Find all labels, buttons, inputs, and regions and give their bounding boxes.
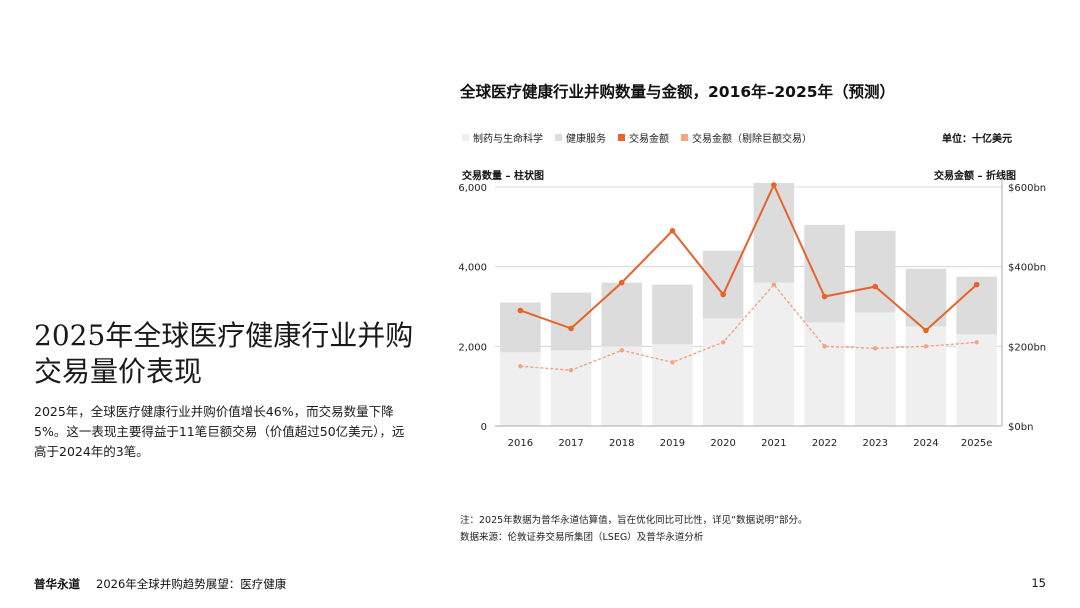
bar-services (804, 224, 845, 323)
bar-services (753, 183, 795, 283)
unit-label: 单位：十亿美元 (942, 134, 1012, 145)
legend-label-value: 交易金额 (629, 134, 669, 145)
point-value (720, 291, 726, 298)
legend-label-services: 健康服务 (566, 134, 606, 145)
x-tick-label: 2021 (761, 438, 786, 449)
legend-swatch-pharma (462, 134, 469, 141)
left-axis-title: 交易数量 – 柱状图 (462, 171, 544, 182)
legend-swatch-value-excl (681, 134, 688, 141)
bar-pharma (500, 352, 541, 426)
bar-pharma (956, 334, 997, 426)
line-value (520, 182, 978, 332)
bar-services (550, 292, 592, 351)
x-tick-label: 2020 (710, 438, 735, 449)
summary-text: 2025年，全球医疗健康行业并购价值增长46%，而交易数量下降5%。这一表现主要… (34, 404, 405, 459)
x-tick-label: 2019 (660, 438, 685, 449)
legend-item-pharma: 制药与生命科学 (462, 130, 543, 145)
right-tick-label: $0bn (1008, 422, 1033, 433)
point-value-excl (720, 340, 726, 345)
legend-label-pharma: 制药与生命科学 (473, 134, 543, 145)
chart-plot: 0 2,000 4,000 6,000 $0bn $200bn $400bn $600bn 20… (458, 177, 1046, 449)
bar-services (601, 282, 643, 347)
left-tick-label: 4,000 (458, 263, 487, 274)
left-tick-label: 2,000 (458, 342, 487, 353)
legend-swatch-services (555, 134, 562, 141)
bar-pharma (702, 318, 744, 426)
x-tick-label: 2016 (508, 438, 533, 449)
point-value-excl (568, 368, 574, 373)
bar-pharma (753, 282, 795, 426)
left-tick-label: 6,000 (458, 183, 487, 194)
right-axis-title: 交易金额 – 折线图 (934, 171, 1016, 182)
legend-item-value-excl: 交易金额（剔除巨额交易） (681, 130, 812, 145)
chart-source: 数据来源：伦敦证券交易所集团（LSEG）及普华永道分析 (460, 532, 704, 543)
chart-legend: 制药与生命科学 健康服务 交易金额 交易金额（剔除巨额交易） (462, 130, 812, 145)
point-value (821, 293, 828, 300)
legend-label-value-excl: 交易金额（剔除巨额交易） (692, 134, 812, 145)
point-value-excl (771, 282, 777, 287)
bar-pharma (854, 312, 896, 426)
point-value-excl (670, 360, 675, 365)
footer-brand: 普华永道 (34, 577, 80, 591)
x-tick-label: 2022 (812, 438, 837, 449)
point-value-excl (923, 344, 929, 349)
page-heading: 2025年全球医疗健康行业并购交易量价表现 (34, 319, 414, 388)
chart-note: 注：2025年数据为普华永道估算值，旨在优化同比可比性，详见“数据说明”部分。 (460, 515, 808, 526)
x-tick-label: 2024 (913, 438, 938, 449)
bar-services (702, 250, 744, 319)
point-value-excl (518, 364, 523, 369)
right-tick-label: $400bn (1008, 263, 1046, 274)
bar-pharma (601, 346, 643, 426)
point-value (973, 281, 980, 288)
right-tick-label: $600bn (1008, 183, 1046, 194)
legend-item-value: 交易金额 (618, 130, 669, 145)
bar-services (854, 230, 896, 313)
left-tick-label: 0 (481, 422, 487, 433)
point-value (568, 325, 574, 332)
x-tick-label: 2017 (558, 438, 583, 449)
point-value (872, 283, 879, 290)
point-value-excl (873, 346, 878, 351)
bar-pharma (804, 322, 845, 426)
point-value (923, 327, 929, 334)
point-value-excl (974, 340, 979, 345)
bar-services (905, 268, 947, 327)
x-tick-label: 2018 (609, 438, 634, 449)
line-value-excl (520, 283, 977, 371)
legend-swatch-value (618, 134, 625, 141)
x-tick-label: 2023 (863, 438, 888, 449)
point-value (669, 228, 676, 234)
bar-services (652, 284, 693, 345)
x-tick-label: 2025e (961, 438, 993, 449)
legend-item-services: 健康服务 (555, 130, 606, 145)
footer-publication: 2026年全球并购趋势展望：医疗健康 (96, 577, 287, 591)
page-number: 15 (1031, 576, 1046, 590)
chart-title: 全球医疗健康行业并购数量与金额，2016年–2025年（预测） (460, 83, 896, 101)
point-value-excl (822, 344, 827, 349)
point-value-excl (619, 348, 624, 353)
point-value (771, 182, 777, 188)
bar-pharma (905, 326, 947, 426)
point-value (517, 307, 524, 314)
bar-pharma (550, 350, 592, 426)
right-tick-label: $200bn (1008, 342, 1046, 353)
point-value (618, 279, 625, 286)
bar-pharma (652, 344, 693, 426)
